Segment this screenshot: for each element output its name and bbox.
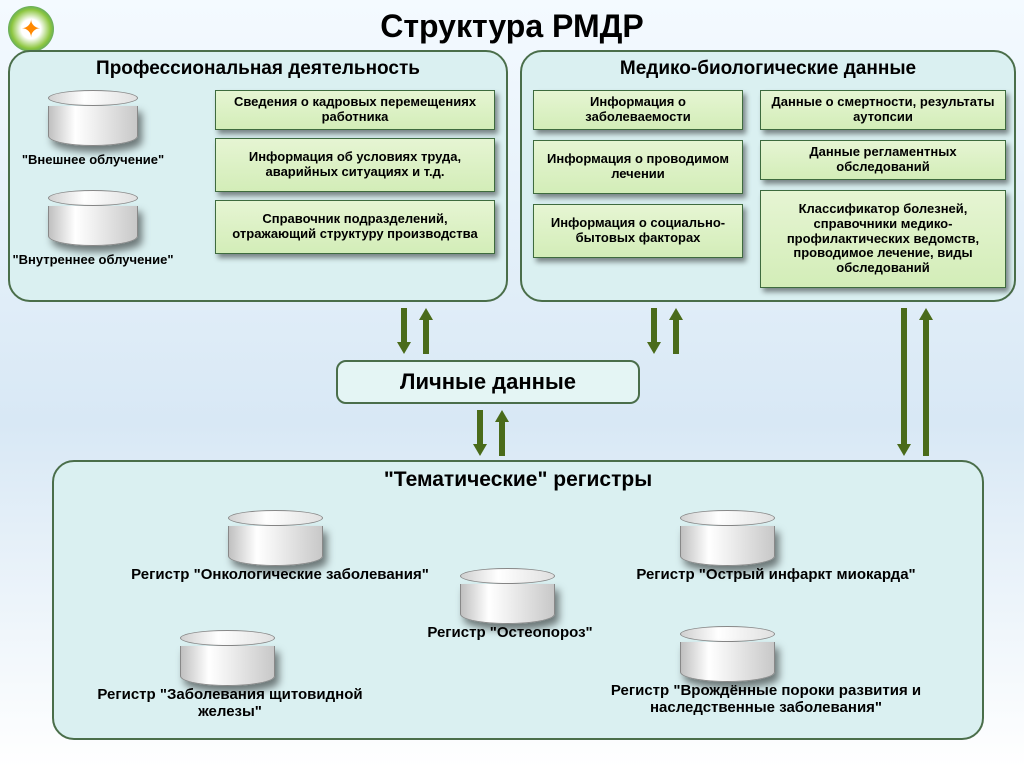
db-cylinder [680,510,775,566]
arrow-down-icon [647,308,661,354]
arrow-up-icon [669,308,683,354]
db-cylinder [228,510,323,566]
info-box: Информация об условиях труда, аварийных … [215,138,495,192]
registry-label: Регистр "Заболевания щитовидной железы" [70,686,390,721]
arrow-down-icon [473,410,487,456]
registry-label: Регистр "Онкологические заболевания" [130,566,430,583]
panel-title: Медико-биологические данные [522,52,1014,86]
panel-title: Профессиональная деятельность [10,52,506,86]
db-cylinder [180,630,275,686]
info-box: Справочник подразделений, отражающий стр… [215,200,495,254]
registry-label: Регистр "Остеопороз" [390,624,630,641]
info-box: Информация о заболеваемости [533,90,743,130]
page-title: Структура РМДР [0,0,1024,53]
personal-data-box: Личные данные [336,360,640,404]
arrow-up-icon [419,308,433,354]
arrow-down-icon [397,308,411,354]
registry-label: Регистр "Острый инфаркт миокарда" [596,566,956,583]
db-cylinder [680,626,775,682]
info-box: Данные о смертности, результаты аутопсии [760,90,1006,130]
panel-title: "Тематические" регистры [54,462,982,498]
info-box: Классификатор болезней, справочники меди… [760,190,1006,288]
info-box: Информация о социально-бытовых факторах [533,204,743,258]
logo-icon [8,6,54,52]
db-cylinder: "Внешнее облучение" [48,90,138,167]
cylinder-label: "Внутреннее облучение" [0,252,198,267]
arrow-up-icon [495,410,509,456]
arrow-up-icon [919,308,933,456]
db-cylinder [460,568,555,624]
registry-label: Регистр "Врождённые пороки развития и на… [556,682,976,717]
info-box: Сведения о кадровых перемещениях работни… [215,90,495,130]
db-cylinder: "Внутреннее облучение" [48,190,138,267]
arrow-down-icon [897,308,911,456]
info-box: Информация о проводимом лечении [533,140,743,194]
info-box: Данные регламентных обследований [760,140,1006,180]
cylinder-label: "Внешнее облучение" [0,152,198,167]
